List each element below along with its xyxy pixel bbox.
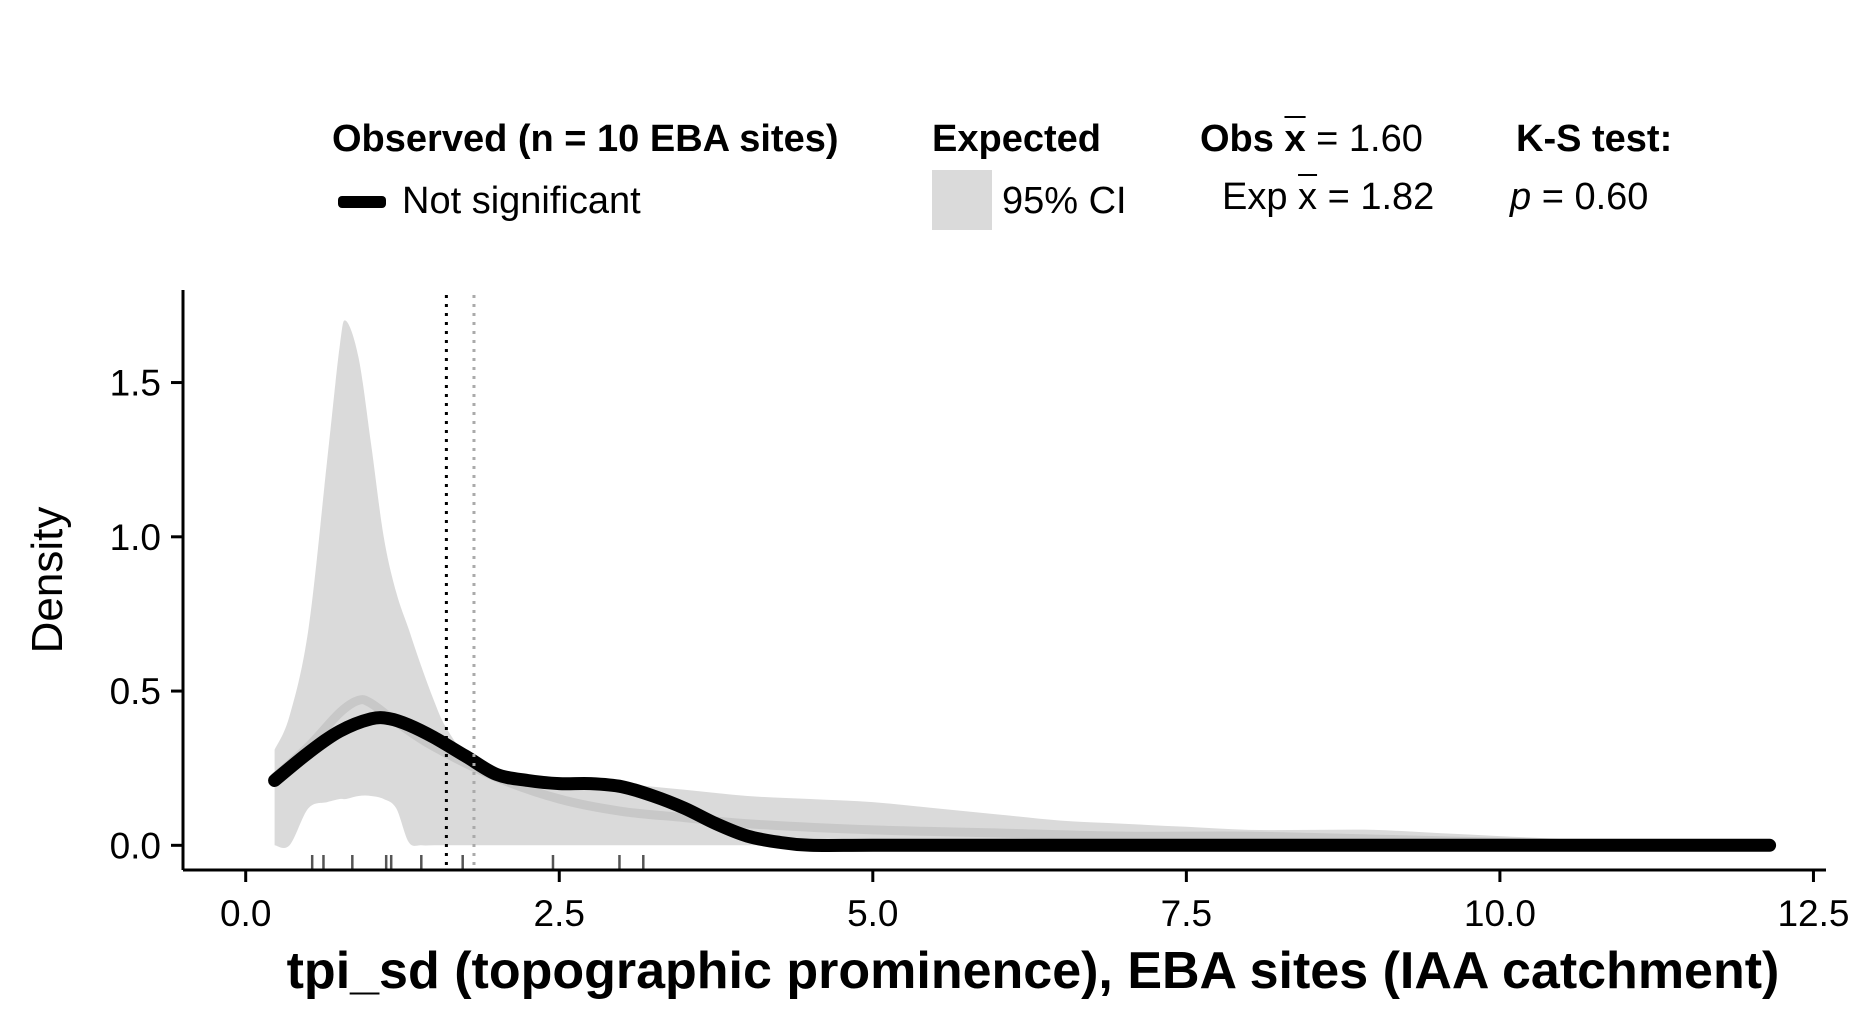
legend-observed-title: Observed (n = 10 EBA sites) xyxy=(332,118,839,160)
ci-band xyxy=(274,320,1751,849)
x-tick-label: 2.5 xyxy=(534,893,585,934)
obs-mean-symbol: x xyxy=(1284,118,1306,160)
x-tick-label: 5.0 xyxy=(847,893,898,934)
legend-expected-mean: Exp x = 1.82 xyxy=(1222,176,1434,219)
legend-observed-item: Not significant xyxy=(402,180,641,222)
legend-ks-title: K-S test: xyxy=(1516,118,1673,160)
exp-mean-label: Exp xyxy=(1222,176,1288,218)
x-tick-label: 12.5 xyxy=(1777,893,1849,934)
y-tick-label: 0.5 xyxy=(110,671,161,712)
observed-density-line xyxy=(268,711,1777,853)
y-axis-label: Density xyxy=(23,507,72,654)
exp-mean-symbol: x xyxy=(1298,176,1318,218)
obs-mean-value: = 1.60 xyxy=(1316,118,1423,160)
y-tick-label: 0.0 xyxy=(110,825,161,866)
ks-p-value: = 0.60 xyxy=(1541,176,1649,218)
x-tick-label: 0.0 xyxy=(220,893,271,934)
legend-observed-mean: Obs x = 1.60 xyxy=(1200,118,1423,161)
legend-ci-swatch xyxy=(932,170,992,230)
legend-observed-line-swatch xyxy=(338,196,386,208)
y-tick-label: 1.0 xyxy=(110,517,161,558)
x-axis-label: tpi_sd (topographic prominence), EBA sit… xyxy=(287,942,1780,1000)
y-tick-label: 1.5 xyxy=(110,363,161,404)
obs-mean-label: Obs xyxy=(1200,118,1274,160)
ks-p-label: p xyxy=(1510,176,1532,218)
legend-ks-p: p = 0.60 xyxy=(1510,176,1648,219)
x-tick-label: 7.5 xyxy=(1161,893,1212,934)
x-tick-label: 10.0 xyxy=(1464,893,1536,934)
legend-expected-item: 95% CI xyxy=(1002,180,1127,222)
exp-mean-value: = 1.82 xyxy=(1327,176,1435,218)
legend-expected-title: Expected xyxy=(932,118,1101,160)
